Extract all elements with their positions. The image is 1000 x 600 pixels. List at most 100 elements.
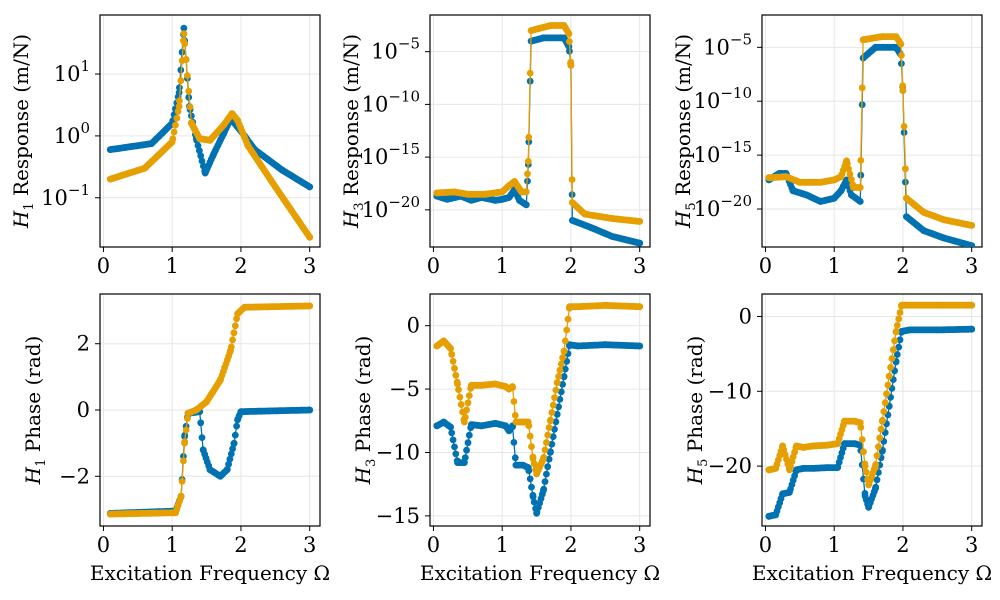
data-point [519, 418, 527, 426]
data-point [511, 178, 518, 185]
data-point [181, 433, 189, 440]
data-point [878, 447, 886, 455]
data-point [896, 336, 904, 344]
data-point [858, 84, 866, 92]
data-point [845, 165, 852, 173]
data-point [467, 381, 475, 389]
data-point [180, 30, 188, 37]
x-tick-label: 3 [303, 533, 316, 557]
data-point [865, 481, 872, 489]
y-axis-label: H5 Phase (rad) [683, 336, 711, 486]
data-point [567, 62, 575, 69]
data-point [920, 208, 927, 216]
y-axis-label: H1 Response (m/N) [9, 34, 37, 229]
data-point [519, 461, 527, 469]
data-point [512, 461, 520, 469]
data-point [148, 140, 156, 148]
x-tick-label: 0 [759, 533, 772, 557]
data-point [856, 184, 864, 191]
data-point [528, 443, 535, 450]
series-orange [106, 30, 314, 241]
data-point [636, 342, 644, 350]
data-point [527, 27, 535, 34]
data-point [546, 449, 554, 456]
data-point [175, 103, 183, 110]
data-point [557, 388, 565, 396]
data-point [172, 509, 180, 517]
x-tick-label: 0 [427, 254, 440, 278]
data-point [230, 329, 238, 337]
y-axis-label: H5 Response (m/N) [671, 34, 699, 229]
data-point [465, 392, 473, 399]
data-point [555, 403, 562, 411]
data-point [848, 176, 855, 183]
data-point [544, 463, 552, 471]
y-tick-label: 10−15 [362, 140, 420, 169]
data-point [546, 417, 554, 425]
data-point [887, 363, 894, 371]
data-point [524, 170, 531, 178]
axes-frame [99, 14, 321, 248]
data-point [834, 440, 841, 448]
data-point [862, 468, 870, 476]
data-point [546, 22, 554, 29]
data-point [560, 22, 568, 29]
data-point [182, 56, 190, 64]
data-point [106, 146, 114, 154]
x-tick-label: 1 [166, 254, 179, 278]
data-point [568, 176, 576, 184]
data-point [543, 470, 550, 478]
data-point [228, 110, 236, 117]
data-point [306, 302, 314, 310]
data-point [433, 189, 441, 197]
data-point [799, 465, 807, 472]
data-point [559, 354, 566, 362]
data-point [940, 216, 948, 224]
data-point [141, 164, 149, 172]
data-point [454, 459, 461, 466]
data-point [491, 419, 499, 427]
data-point [873, 452, 881, 460]
data-point [765, 174, 773, 182]
data-point [199, 446, 207, 454]
data-point [779, 490, 786, 498]
data-point [452, 450, 460, 458]
data-point [226, 455, 234, 463]
y-tick-label: 0 [77, 398, 90, 422]
chart-h3-phase: 0 1 2 3 −15 −10 −5 0 H3 Phase (rad) Excitation Fr… [351, 293, 660, 585]
series-blue [433, 34, 644, 247]
x-tick-label: 3 [303, 254, 316, 278]
data-point [526, 69, 534, 77]
data-point [306, 183, 314, 191]
data-point [856, 419, 864, 427]
data-point [968, 242, 976, 247]
data-point [837, 187, 845, 195]
data-point [561, 337, 569, 345]
data-point [552, 418, 560, 426]
data-point [184, 72, 191, 79]
data-point [203, 398, 211, 406]
data-point [843, 157, 850, 165]
data-point [197, 419, 205, 427]
data-point [837, 173, 845, 181]
data-point [878, 417, 886, 425]
data-point [574, 342, 582, 350]
data-point [765, 466, 773, 474]
data-point [588, 224, 595, 232]
series-orange [433, 302, 644, 478]
y-tick-label: 2 [77, 332, 90, 356]
data-point [464, 190, 472, 198]
plot-data [433, 22, 644, 247]
data-point [566, 38, 573, 45]
data-point [229, 445, 237, 453]
data-point [968, 222, 976, 229]
data-point [522, 201, 530, 209]
series-blue [765, 325, 976, 520]
data-point [581, 210, 589, 218]
data-point [830, 194, 838, 202]
data-point [858, 436, 866, 443]
data-point [522, 188, 530, 196]
data-point [177, 77, 185, 85]
data-point [898, 52, 905, 59]
